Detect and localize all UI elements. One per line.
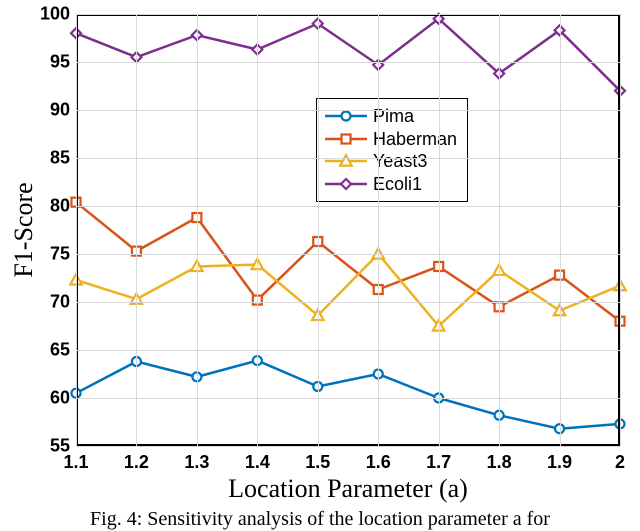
- y-tick-label: 65: [50, 340, 70, 361]
- grid-line-horizontal: [76, 110, 620, 111]
- legend-swatch-icon: [325, 153, 367, 169]
- y-tick-label: 95: [50, 52, 70, 73]
- y-tick-label: 80: [50, 196, 70, 217]
- legend-label: Yeast3: [373, 150, 427, 173]
- series-line-haberman: [76, 202, 620, 321]
- grid-line-vertical: [318, 14, 319, 446]
- x-tick-label: 1.8: [487, 452, 512, 473]
- grid-line-vertical: [439, 14, 440, 446]
- grid-line-horizontal: [76, 158, 620, 159]
- grid-line-horizontal: [76, 254, 620, 255]
- grid-line-horizontal: [76, 14, 620, 15]
- y-tick-label: 75: [50, 244, 70, 265]
- legend-swatch-icon: [325, 131, 367, 147]
- x-tick-label: 1.6: [366, 452, 391, 473]
- y-tick-label: 85: [50, 148, 70, 169]
- grid-line-horizontal: [76, 446, 620, 447]
- grid-line-horizontal: [76, 62, 620, 63]
- y-tick-label: 70: [50, 292, 70, 313]
- x-tick-label: 1.7: [426, 452, 451, 473]
- x-tick-label: 2: [615, 452, 625, 473]
- series-line-pima: [76, 361, 620, 429]
- y-tick-label: 100: [40, 4, 70, 25]
- grid-line-vertical: [76, 14, 77, 446]
- grid-line-horizontal: [76, 206, 620, 207]
- grid-line-vertical: [136, 14, 137, 446]
- legend-item-haberman: Haberman: [325, 128, 457, 151]
- series-line-ecoli1: [76, 19, 620, 91]
- figure: PimaHabermanYeast3Ecoli1 F1-Score Locati…: [0, 0, 640, 528]
- chart-svg: [76, 14, 620, 446]
- x-tick-label: 1.9: [547, 452, 572, 473]
- grid-line-vertical: [620, 14, 621, 446]
- y-axis-label: F1-Score: [9, 182, 39, 277]
- legend-swatch-icon: [325, 176, 367, 192]
- legend-item-ecoli1: Ecoli1: [325, 173, 457, 196]
- legend: PimaHabermanYeast3Ecoli1: [316, 98, 468, 202]
- grid-line-horizontal: [76, 350, 620, 351]
- legend-label: Haberman: [373, 128, 457, 151]
- x-tick-label: 1.4: [245, 452, 270, 473]
- legend-label: Ecoli1: [373, 173, 422, 196]
- grid-line-vertical: [257, 14, 258, 446]
- x-tick-label: 1.3: [184, 452, 209, 473]
- x-tick-label: 1.2: [124, 452, 149, 473]
- grid-line-horizontal: [76, 398, 620, 399]
- grid-line-vertical: [378, 14, 379, 446]
- x-axis-label: Location Parameter (a): [228, 474, 468, 504]
- grid-line-vertical: [560, 14, 561, 446]
- y-tick-label: 90: [50, 100, 70, 121]
- grid-line-vertical: [499, 14, 500, 446]
- legend-item-pima: Pima: [325, 105, 457, 128]
- legend-item-yeast3: Yeast3: [325, 150, 457, 173]
- y-tick-label: 60: [50, 388, 70, 409]
- grid-line-vertical: [197, 14, 198, 446]
- grid-line-horizontal: [76, 302, 620, 303]
- plot-area: PimaHabermanYeast3Ecoli1: [76, 14, 620, 446]
- x-tick-label: 1.5: [305, 452, 330, 473]
- y-tick-label: 55: [50, 436, 70, 457]
